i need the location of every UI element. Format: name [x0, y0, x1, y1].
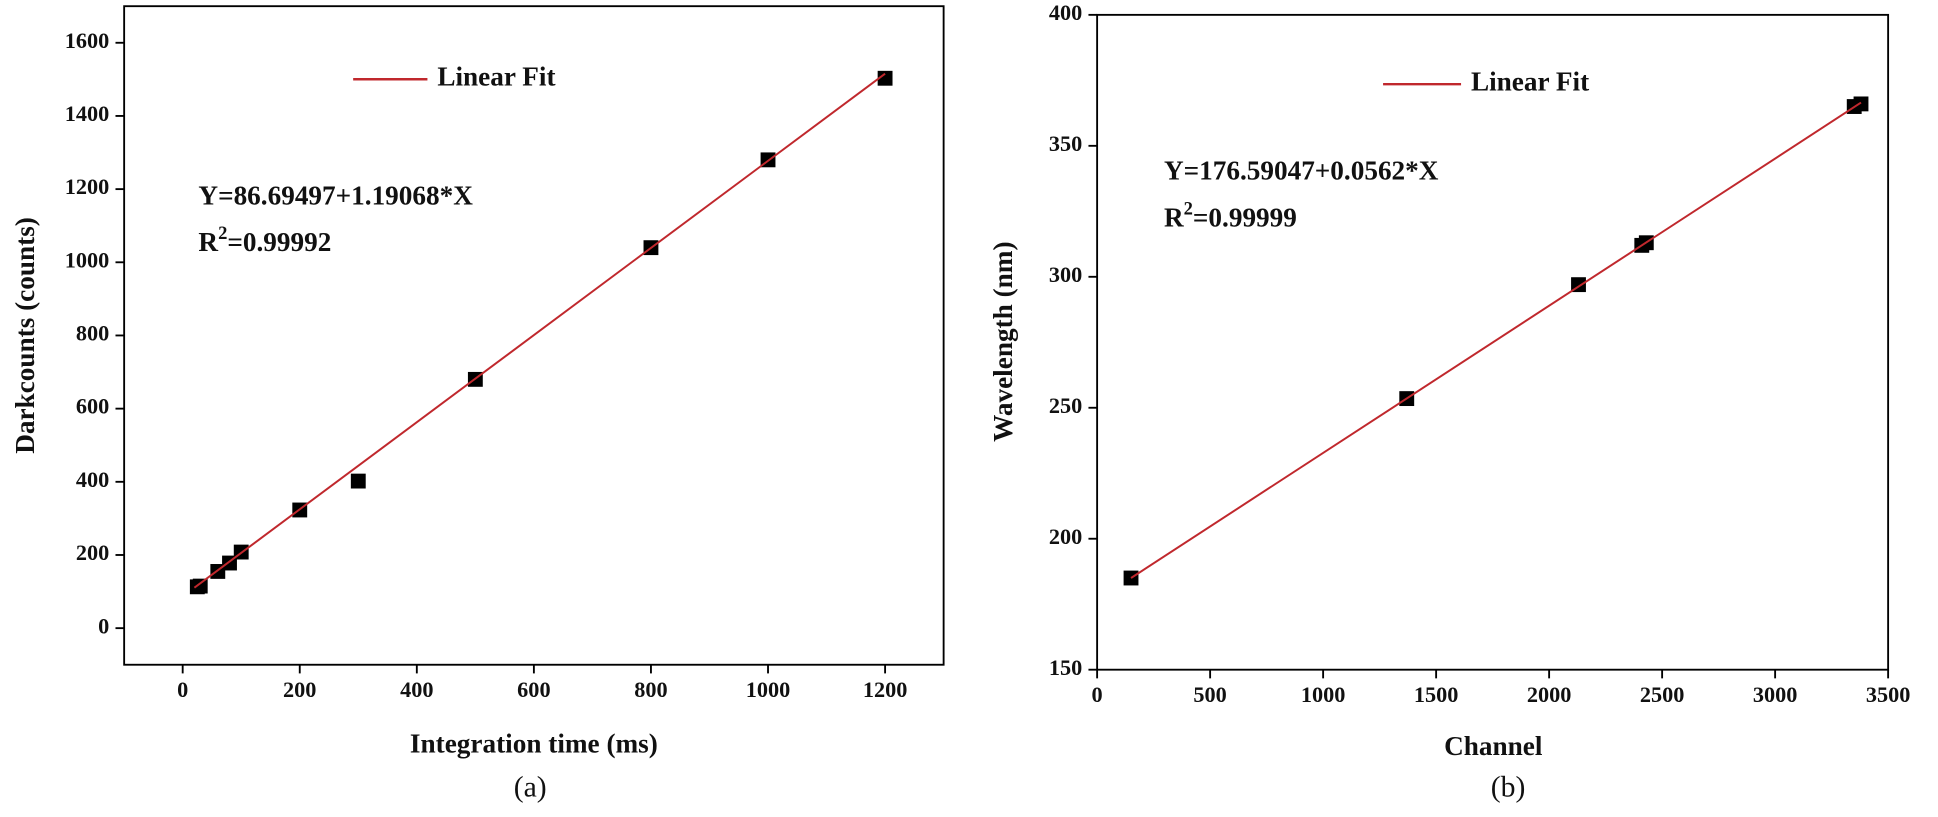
x-tick-label: 1200: [863, 677, 908, 702]
fit-line: [193, 72, 886, 589]
x-tick-label: 600: [517, 677, 550, 702]
x-axis-label: Integration time (ms): [410, 729, 658, 759]
y-tick-label: 300: [1049, 262, 1082, 287]
y-tick-label: 800: [76, 321, 109, 346]
x-tick-label: 400: [400, 677, 433, 702]
r-squared: R2=0.99999: [1164, 199, 1297, 233]
data-point: [877, 70, 893, 86]
x-tick-label: 0: [1092, 682, 1103, 707]
data-point: [1853, 96, 1869, 112]
equation: Y=86.69497+1.19068*X: [198, 180, 473, 210]
y-tick-label: 400: [1049, 0, 1082, 25]
x-tick-label: 800: [634, 677, 667, 702]
x-tick-label: 2000: [1527, 682, 1572, 707]
plot-frame: [1096, 13, 1890, 671]
y-tick-label: 600: [76, 394, 109, 419]
r-base: R: [1164, 203, 1184, 233]
x-tick-label: 1000: [746, 677, 791, 702]
x-tick-label: 500: [1193, 682, 1226, 707]
y-tick-label: 0: [98, 613, 109, 638]
r-value: =0.99999: [1193, 203, 1297, 233]
x-tick-label: 2500: [1640, 682, 1685, 707]
x-tick-label: 3500: [1866, 682, 1911, 707]
y-axis-label: Darkcounts (counts): [10, 217, 40, 454]
x-axis-label: Channel: [1444, 731, 1543, 761]
r-sup: 2: [1184, 199, 1193, 220]
caption: (a): [514, 772, 547, 804]
y-tick-label: 200: [76, 540, 109, 565]
y-tick-label: 400: [76, 467, 109, 492]
y-tick-label: 200: [1049, 524, 1082, 549]
y-tick-label: 1200: [65, 174, 110, 199]
y-tick-label: 150: [1049, 655, 1082, 680]
y-tick-label: 250: [1049, 393, 1082, 418]
legend-label: Linear Fit: [437, 61, 555, 91]
r-value: =0.99992: [227, 227, 331, 257]
x-tick-label: 1000: [1301, 682, 1346, 707]
r-squared: R2=0.99992: [198, 223, 331, 257]
x-tick-label: 200: [283, 677, 316, 702]
caption: (b): [1491, 772, 1526, 804]
y-tick-label: 1400: [65, 101, 110, 126]
data-point: [350, 473, 366, 489]
r-base: R: [198, 227, 218, 257]
y-tick-label: 1000: [65, 247, 110, 272]
fit-line: [1130, 101, 1862, 579]
equation: Y=176.59047+0.0562*X: [1164, 156, 1439, 186]
x-tick-label: 3000: [1753, 682, 1798, 707]
legend-label: Linear Fit: [1471, 66, 1589, 96]
y-tick-label: 1600: [65, 28, 110, 53]
x-tick-label: 1500: [1414, 682, 1459, 707]
r-sup: 2: [218, 223, 227, 244]
data-point: [192, 578, 208, 594]
x-tick-label: 0: [177, 677, 188, 702]
y-tick-label: 350: [1049, 131, 1082, 156]
y-axis-label: Wavelength (nm): [988, 241, 1018, 441]
